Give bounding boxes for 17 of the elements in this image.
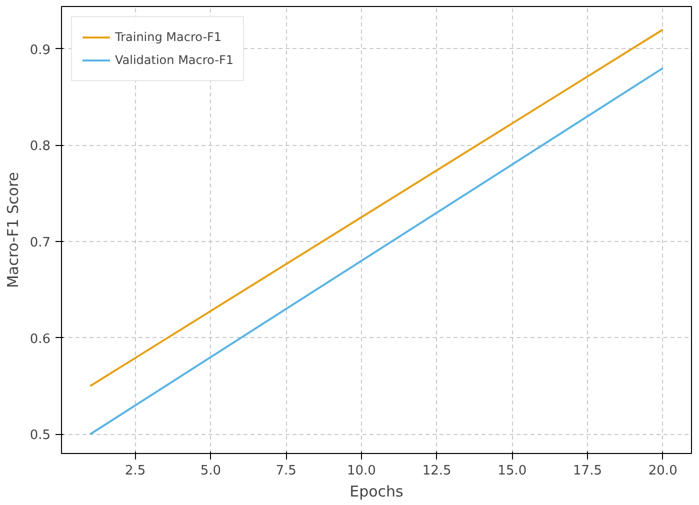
x-axis-title: Epochs bbox=[350, 482, 404, 500]
y-tick-label: 0.9 bbox=[30, 42, 51, 58]
x-tick-label: 17.5 bbox=[573, 464, 602, 478]
y-axis-title: Macro-F1 Score bbox=[4, 172, 22, 288]
y-tick-label: 0.8 bbox=[30, 139, 51, 154]
y-tick-label: 0.6 bbox=[30, 332, 51, 347]
x-tick-label: 15.0 bbox=[498, 464, 527, 478]
legend-label: Training Macro-F1 bbox=[115, 30, 222, 44]
x-tick-label: 2.5 bbox=[125, 464, 146, 478]
x-tick-label: 5.0 bbox=[200, 464, 222, 478]
y-tick-label: 0.7 bbox=[30, 236, 51, 251]
x-tick-label: 20.0 bbox=[648, 464, 678, 478]
legend-label: Validation Macro-F1 bbox=[115, 53, 234, 67]
x-tick-label: 10.0 bbox=[346, 464, 376, 478]
x-tick-label: 7.5 bbox=[276, 464, 296, 478]
x-tick-label: 12.5 bbox=[422, 464, 452, 478]
y-tick-label: 0.5 bbox=[30, 428, 51, 444]
